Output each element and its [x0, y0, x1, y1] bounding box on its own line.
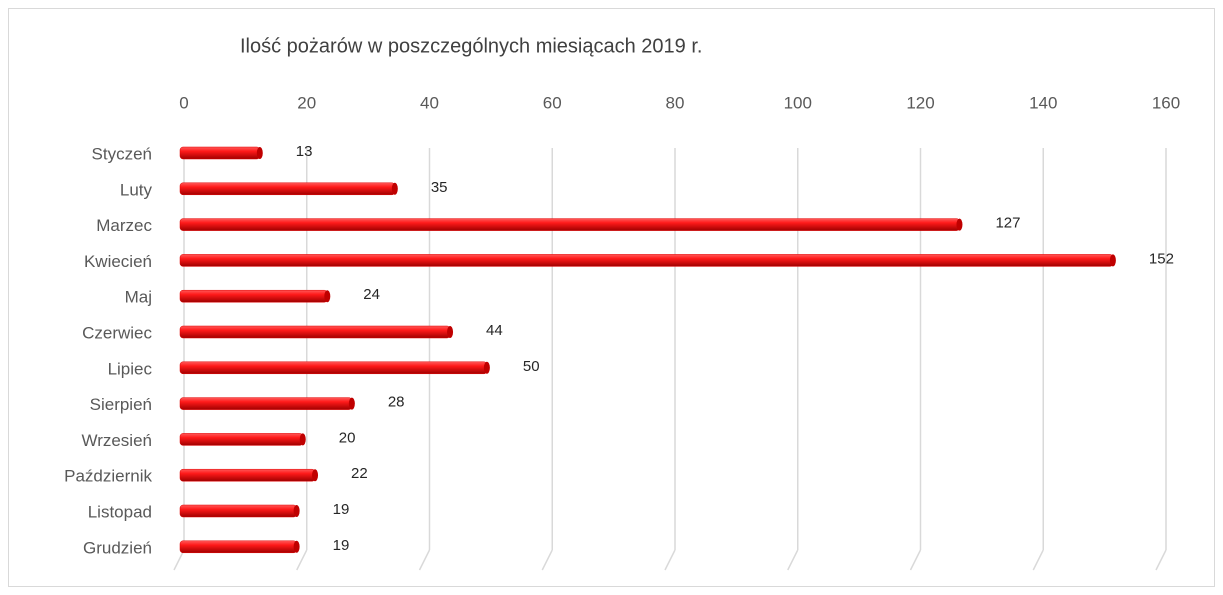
bar — [179, 289, 328, 303]
bar-cap — [299, 433, 306, 446]
data-label: 35 — [431, 179, 448, 196]
data-label: 19 — [333, 537, 350, 554]
data-label: 50 — [523, 358, 540, 375]
bar-cap — [1109, 254, 1116, 267]
grid-foot — [418, 549, 431, 571]
data-label: 127 — [995, 215, 1020, 232]
data-label: 28 — [388, 394, 405, 411]
y-tick-label: Sierpień — [90, 395, 152, 414]
grid-foot — [173, 549, 185, 571]
bar-cap — [391, 182, 398, 195]
grid-foot — [1155, 549, 1167, 571]
bar — [179, 468, 316, 482]
data-label: 19 — [333, 501, 350, 518]
data-label: 44 — [486, 322, 503, 339]
bar — [179, 182, 396, 196]
y-tick-label: Grudzień — [83, 538, 152, 557]
bar — [179, 218, 960, 231]
grid-foot — [664, 549, 676, 571]
x-tick-label: 140 — [1029, 93, 1057, 112]
x-tick-label: 60 — [543, 93, 562, 112]
x-tick-label: 0 — [179, 93, 188, 112]
grid-foot — [909, 549, 922, 571]
data-label: 24 — [363, 286, 380, 303]
bar — [179, 397, 353, 410]
chart-title: Ilość pożarów w poszczególnych miesiącac… — [240, 35, 702, 57]
data-label: 22 — [351, 465, 368, 482]
bar — [179, 146, 261, 160]
y-tick-label: Luty — [120, 180, 153, 199]
y-tick-label: Wrzesień — [81, 431, 152, 450]
bar — [179, 433, 303, 446]
grid-foot — [296, 549, 308, 571]
bar — [179, 325, 451, 339]
bar-cap — [293, 505, 300, 517]
x-tick-label: 100 — [784, 93, 812, 112]
data-label: 152 — [1149, 250, 1174, 267]
y-tick-label: Styczeń — [92, 144, 152, 163]
y-tick-label: Październik — [64, 467, 152, 486]
y-tick-label: Marzec — [96, 216, 152, 235]
x-tick-label: 120 — [906, 93, 934, 112]
bar — [179, 254, 1114, 267]
y-tick-label: Kwiecień — [84, 252, 152, 271]
x-tick-label: 160 — [1152, 93, 1180, 112]
grid-foot — [787, 549, 799, 571]
bar — [179, 540, 297, 554]
x-tick-label: 20 — [297, 93, 316, 112]
y-tick-label: Listopad — [88, 502, 152, 521]
y-tick-label: Lipiec — [108, 359, 153, 378]
bar-cap — [483, 361, 490, 374]
bar-cap — [447, 326, 454, 338]
bar — [179, 361, 488, 375]
y-tick-label: Maj — [125, 288, 152, 307]
bar-cap — [348, 397, 355, 410]
grid-foot — [1032, 549, 1044, 571]
y-tick-label: Czerwiec — [82, 323, 152, 342]
x-tick-label: 80 — [666, 93, 685, 112]
grid-foot — [541, 549, 553, 571]
bar-cap — [293, 540, 300, 553]
bar-cap — [324, 290, 331, 303]
bar-cap — [312, 469, 319, 482]
bar — [179, 504, 297, 518]
bar-cap — [956, 218, 963, 231]
bar-cap — [256, 147, 263, 159]
data-label: 20 — [339, 429, 356, 446]
x-tick-label: 40 — [420, 93, 439, 112]
data-label: 13 — [296, 143, 313, 160]
